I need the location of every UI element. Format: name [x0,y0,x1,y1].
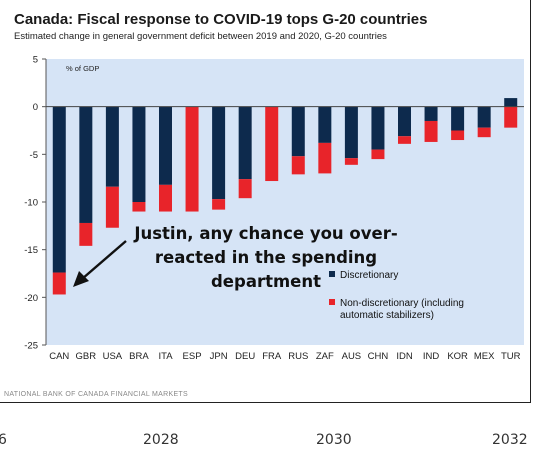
bar-non-discretionary [318,142,332,174]
chart-frame: Canada: Fiscal response to COVID-19 tops… [0,0,531,403]
bar-discretionary [238,106,252,180]
y-tick-label: 0 [33,102,38,113]
background-axis-label: 2032 [492,432,528,448]
x-tick-label: FRA [262,351,282,362]
annotation-arrow [81,240,127,280]
x-tick-label: ESP [183,351,202,362]
y-axis-unit-label: % of GDP [66,64,99,73]
bar-discretionary [477,106,491,128]
bar-discretionary [212,106,226,200]
x-tick-label: CHN [368,351,389,362]
bar-non-discretionary [398,136,411,144]
bar-discretionary [504,98,518,107]
bar-discretionary [79,106,93,223]
annotation-line-3: department [211,272,321,291]
y-tick-label: -20 [24,293,38,304]
x-tick-label: CAN [49,351,69,362]
bar-non-discretionary [159,184,172,212]
bar-discretionary [318,106,332,143]
y-tick-label: -5 [30,150,38,161]
bar-discretionary [291,106,305,157]
x-tick-label: TUR [501,351,521,362]
x-tick-label: IND [423,351,440,362]
background-axis-label: 2030 [316,432,352,448]
bar-discretionary [132,106,146,202]
bar-discretionary [451,106,465,131]
legend-label-non-discretionary: Non-discretionary (including [340,298,464,309]
chart-title: Canada: Fiscal response to COVID-19 tops… [14,11,428,28]
bar-discretionary [159,106,172,185]
bar-discretionary [52,106,66,273]
bar-discretionary [424,106,438,121]
bar-chart: 5 0 -5 -10 -15 -20 -25 % of GDP CAN GBR USA BRA ITA E… [24,55,524,362]
bar-non-discretionary [504,106,518,128]
annotation-line-2: reacted in the spending [154,248,378,267]
chart-subtitle: Estimated change in general government d… [14,31,387,42]
bar-discretionary [398,106,411,137]
x-tick-label: JPN [210,351,228,362]
bar-discretionary [105,106,119,187]
y-tick-label: -10 [24,198,38,209]
source-credit: NATIONAL BANK OF CANADA FINANCIAL MARKET… [4,391,188,398]
x-tick-label: RUS [288,351,308,362]
bar-non-discretionary [265,106,279,182]
bar-discretionary [371,106,385,150]
bar-non-discretionary [105,186,119,228]
background-axis-label: 6 [0,432,7,448]
bar-non-discretionary [344,158,358,165]
x-tick-label: IDN [396,351,413,362]
x-tick-label: GBR [76,351,97,362]
annotation-text: Justin, any chance you over- reacted in … [116,222,416,294]
x-tick-label: DEU [235,351,255,362]
bar-non-discretionary [79,222,93,246]
bar-non-discretionary [238,179,252,199]
bar-non-discretionary [477,127,491,138]
bar-non-discretionary [291,156,305,175]
bar-non-discretionary [52,272,66,295]
bar-non-discretionary [451,130,465,141]
x-tick-label: ZAF [316,351,334,362]
legend-swatch-discretionary [329,271,335,277]
legend-swatch-non-discretionary [329,299,335,305]
annotation-line-1: Justin, any chance you over- [134,224,398,243]
x-tick-label: BRA [129,351,149,362]
bar-non-discretionary [371,149,385,160]
bar-non-discretionary [132,202,146,212]
x-tick-label: USA [103,351,123,362]
background-axis-label: 2028 [143,432,179,448]
y-tick-label: 5 [33,55,38,66]
x-tick-label: AUS [342,351,362,362]
legend-label-discretionary: Discretionary [340,270,398,281]
bar-non-discretionary [424,120,438,142]
bar-non-discretionary [212,199,226,210]
bar-non-discretionary [185,106,199,212]
y-tick-label: -15 [24,245,38,256]
x-tick-label: KOR [447,351,468,362]
y-tick-label: -25 [24,341,38,352]
legend-label-non-discretionary: automatic stabilizers) [340,310,434,321]
x-tick-label: MEX [474,351,495,362]
x-tick-label: ITA [158,351,173,362]
annotation-arrowhead [73,271,89,287]
bar-discretionary [344,106,358,159]
